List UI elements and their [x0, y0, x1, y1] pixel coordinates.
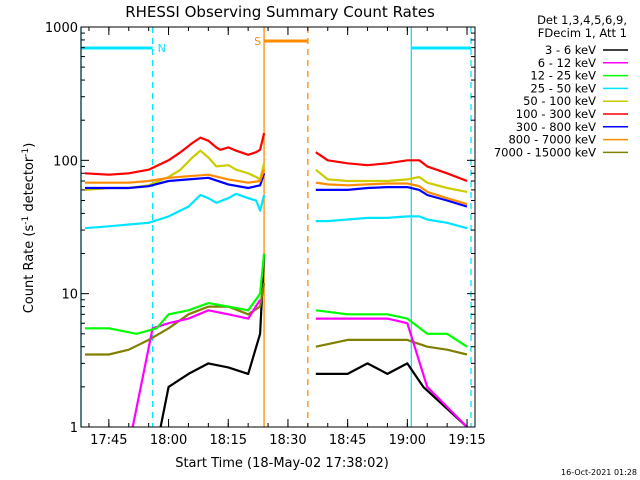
x-tick-label: 18:00 — [150, 433, 187, 448]
x-tick-label: 18:45 — [329, 433, 366, 448]
y-axis-title-detector: detector — [22, 156, 37, 216]
legend-label-100-300-kev: 100 - 300 keV — [516, 107, 596, 121]
series-line-12-25-kev-post-saa — [315, 309, 468, 348]
series-line-300-800-kev-post-saa — [315, 186, 468, 208]
series-line-50-100-kev-post-saa — [315, 168, 468, 193]
y-axis-title: Count Rate (s-1 detector-1) — [21, 143, 37, 314]
legend-label-50-100-kev: 50 - 100 keV — [523, 94, 596, 108]
series-line-800-7000-kev-pre-saa — [85, 169, 266, 184]
series-line-300-800-kev-pre-saa — [85, 172, 266, 190]
series-line-25-50-kev-post-saa — [315, 215, 468, 230]
series-line-100-300-kev-pre-saa — [84, 132, 266, 176]
axes: 1 10 100 1000 17:45 18:00 18:15 18:30 18:45 19:00… — [45, 21, 486, 448]
y-axis-title-sup2: -1 — [21, 148, 31, 157]
series-line-3-6-kev-post-saa — [315, 362, 468, 428]
series-line-6-12-kev-pre-saa — [131, 299, 262, 428]
y-axis-title-sup1: -1 — [21, 216, 31, 225]
x-tick-label: 17:45 — [90, 433, 127, 448]
series-line-7000-15000-kev-post-saa — [315, 338, 468, 356]
series-line-800-7000-kev-post-saa — [315, 181, 468, 206]
legend-label-800-7000-kev: 800 - 7000 keV — [508, 133, 596, 147]
footer-timestamp: 16-Oct-2021 01:28 — [561, 468, 637, 477]
night-marker-label: N — [158, 42, 166, 55]
series-line-100-300-kev-post-saa — [315, 151, 468, 183]
legend-header-line2: FDecim 1, Att 1 — [538, 26, 627, 40]
legend-label-7000-15000-kev: 7000 - 15000 keV — [494, 145, 596, 159]
x-axis-title: Start Time (18-May-02 17:38:02) — [175, 456, 389, 471]
y-tick-label: 10 — [61, 288, 78, 303]
legend-label-12-25-kev: 12 - 25 keV — [530, 69, 596, 83]
series-line-12-25-kev-pre-saa — [85, 253, 266, 335]
series-line-6-12-kev-post-saa — [315, 317, 468, 428]
plot-frame — [80, 26, 476, 428]
series-line-3-6-kev-pre-saa — [159, 253, 266, 428]
y-axis-title-close: ) — [22, 143, 37, 148]
y-axis-title-main: Count Rate (s — [22, 225, 37, 314]
legend-header-line1: Det 1,3,4,5,6,9, — [537, 13, 627, 27]
y-tick-label: 1000 — [45, 21, 78, 36]
legend: Det 1,3,4,5,6,9, FDecim 1, Att 1 3 - 6 k… — [494, 13, 628, 159]
legend-label-300-800-kev: 300 - 800 keV — [516, 120, 596, 134]
x-tick-label: 19:15 — [448, 433, 485, 448]
x-tick-label: 19:00 — [389, 433, 426, 448]
y-tick-label: 1 — [70, 421, 78, 436]
y-tick-label: 100 — [53, 154, 78, 169]
saa-marker-label: S — [254, 35, 261, 48]
x-tick-label: 18:30 — [269, 433, 306, 448]
series-line-25-50-kev-pre-saa — [84, 192, 266, 230]
x-tick-label: 18:15 — [210, 433, 247, 448]
legend-label-6-12-kev: 6 - 12 keV — [538, 56, 596, 70]
data-series — [84, 132, 468, 428]
legend-label-25-50-kev: 25 - 50 keV — [530, 81, 596, 95]
legend-label-3-6-kev: 3 - 6 keV — [545, 43, 596, 57]
chart-title: RHESSI Observing Summary Count Rates — [125, 3, 435, 21]
